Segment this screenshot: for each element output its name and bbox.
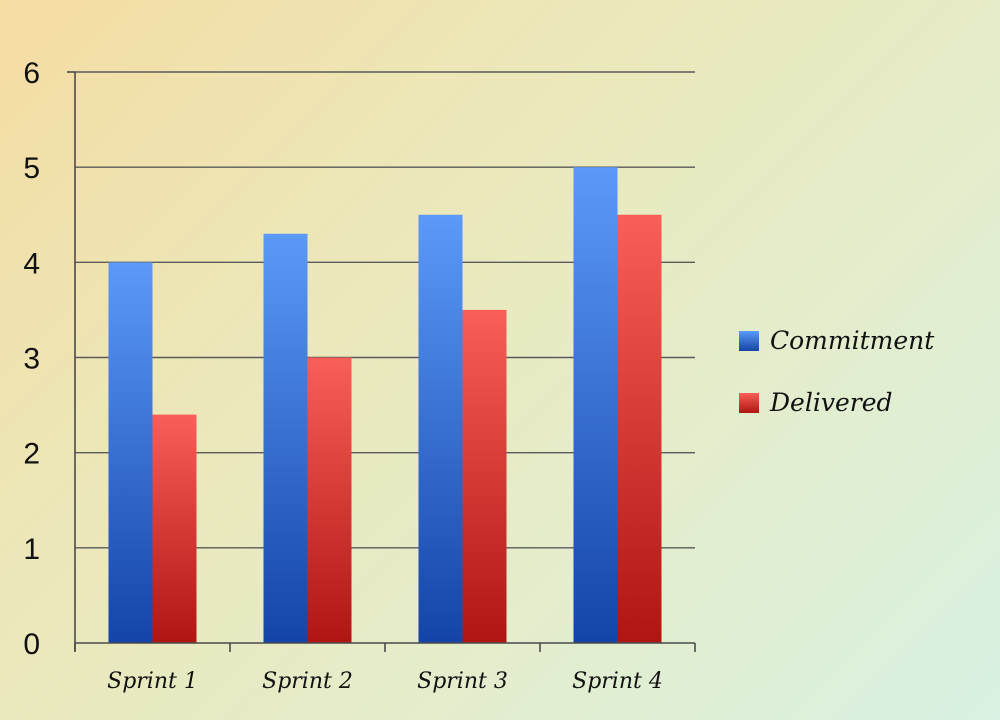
bar-delivered-1 xyxy=(152,414,197,643)
legend-label-commitment: Commitment xyxy=(770,326,935,355)
y-tick-label: 2 xyxy=(23,438,40,471)
bar-commitment-2 xyxy=(263,233,308,644)
x-tick-label: Sprint 1 xyxy=(107,669,198,694)
y-tick-label: 1 xyxy=(23,533,40,566)
legend-swatch-delivered xyxy=(739,393,759,413)
y-tick-label: 6 xyxy=(23,57,40,90)
bar-commitment-4 xyxy=(573,167,618,643)
x-tick-label: Sprint 2 xyxy=(262,669,353,694)
y-tick-label: 0 xyxy=(23,628,40,661)
bar-delivered-4 xyxy=(617,214,662,643)
bars xyxy=(108,167,662,644)
tick-labels: 0 1 2 3 4 5 6 Sprint 1 Sprint 2 Sprint 3 Sprint 4 xyxy=(23,57,663,694)
y-tick-label: 3 xyxy=(23,343,40,376)
x-tick-label: Sprint 3 xyxy=(417,669,508,694)
bar-commitment-3 xyxy=(418,214,463,643)
x-tick-label: Sprint 4 xyxy=(572,669,663,694)
bar-commitment-1 xyxy=(108,262,153,643)
bar-delivered-3 xyxy=(462,309,507,643)
axes xyxy=(67,71,696,652)
bar-delivered-2 xyxy=(307,357,352,643)
legend-swatch-commitment xyxy=(739,331,759,351)
y-tick-label: 5 xyxy=(23,152,40,185)
legend-label-delivered: Delivered xyxy=(769,388,893,417)
y-tick-label: 4 xyxy=(23,247,40,280)
legend: Commitment Delivered xyxy=(739,326,935,417)
